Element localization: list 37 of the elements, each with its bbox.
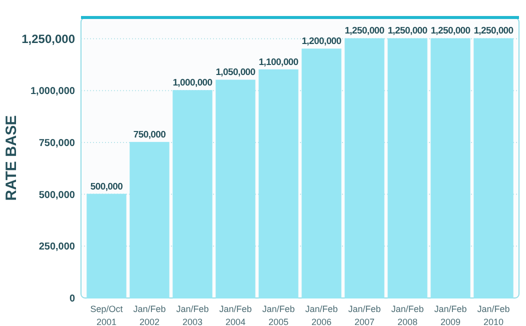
data-label: 1,100,000 xyxy=(258,56,298,68)
data-label: 1,050,000 xyxy=(216,67,256,78)
data-label: 1,250,000 xyxy=(474,26,514,37)
y-tick-label: 500,000 xyxy=(38,190,76,201)
x-tick-label: Jan/Feb 2008 xyxy=(391,304,424,326)
data-label: 1,250,000 xyxy=(430,26,470,37)
x-tick-label: Jan/Feb 2004 xyxy=(219,304,252,326)
bar xyxy=(130,142,170,298)
data-label: 1,250,000 xyxy=(344,26,384,37)
x-tick-label: Jan/Feb 2003 xyxy=(176,304,209,326)
data-label: 750,000 xyxy=(133,129,166,140)
bar xyxy=(474,38,514,298)
data-label: 1,200,000 xyxy=(302,36,342,48)
bar xyxy=(302,48,342,298)
bar xyxy=(172,90,212,298)
bar xyxy=(216,80,256,298)
x-tick-label: Jan/Feb 2010 xyxy=(477,304,510,326)
data-label: 500,000 xyxy=(90,181,123,192)
bar xyxy=(344,38,384,298)
x-tick-label: Sep/Oct 2001 xyxy=(90,304,124,326)
x-tick-label: Jan/Feb 2006 xyxy=(305,304,338,326)
y-tick-label: 1,000,000 xyxy=(30,86,76,98)
x-tick-label: Jan/Feb 2009 xyxy=(434,304,467,326)
bar xyxy=(388,38,428,298)
x-tick-label: Jan/Feb 2002 xyxy=(133,304,166,326)
data-label: 1,000,000 xyxy=(172,78,212,89)
bar xyxy=(258,69,298,298)
x-tick-label: Jan/Feb 2005 xyxy=(262,304,295,326)
y-tick-label: 1,250,000 xyxy=(22,32,76,46)
data-label: 1,250,000 xyxy=(388,26,428,37)
y-tick-label: 250,000 xyxy=(38,242,76,253)
y-tick-label: 750,000 xyxy=(38,138,76,149)
y-tick-label: 0 xyxy=(69,294,76,304)
bar xyxy=(86,194,126,298)
y-axis-title: RATE BASE xyxy=(3,115,20,201)
x-tick-label: Jan/Feb 2007 xyxy=(348,304,381,326)
bar xyxy=(430,38,470,298)
